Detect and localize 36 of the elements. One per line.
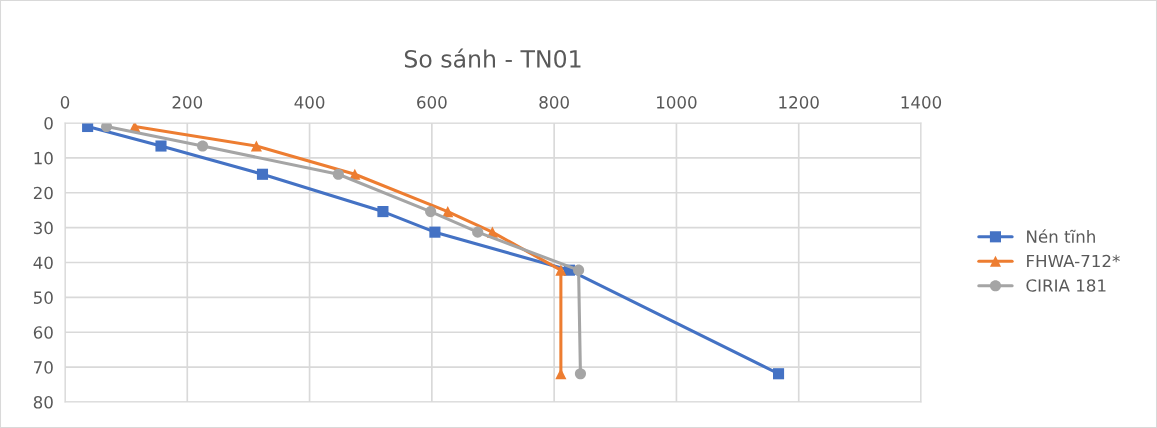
y-tick-label: 0 bbox=[44, 116, 53, 130]
y-tick-label: 40 bbox=[33, 256, 53, 270]
x-tick-label: 400 bbox=[294, 96, 325, 109]
point bbox=[425, 206, 437, 218]
point bbox=[101, 123, 113, 133]
x-tick-label: 1200 bbox=[779, 96, 819, 109]
point bbox=[573, 264, 585, 276]
x-tick-label: 600 bbox=[417, 96, 447, 109]
legend-label: CIRIA 181 bbox=[1026, 279, 1106, 292]
x-tick-label: 800 bbox=[539, 96, 569, 109]
point bbox=[574, 368, 586, 380]
point bbox=[332, 168, 344, 180]
point bbox=[442, 206, 454, 218]
y-tick-label: 10 bbox=[34, 151, 53, 165]
point bbox=[155, 140, 167, 152]
point bbox=[772, 368, 785, 380]
chart-title: So sánh - TN01 bbox=[404, 48, 581, 68]
x-tick-label: 1000 bbox=[657, 96, 697, 109]
y-tick-label: 30 bbox=[33, 221, 53, 235]
point bbox=[429, 226, 441, 238]
point bbox=[250, 140, 262, 152]
point bbox=[377, 206, 389, 218]
x-tick-label: 200 bbox=[172, 96, 203, 109]
y-tick-label: 60 bbox=[33, 326, 53, 339]
point bbox=[472, 226, 484, 238]
legend-label: FHWA-712* bbox=[1027, 254, 1120, 268]
y-tick-label: 50 bbox=[33, 291, 53, 304]
y-tick-label: 20 bbox=[33, 186, 53, 200]
point bbox=[197, 140, 209, 152]
point bbox=[256, 168, 269, 180]
x-tick-label: 0 bbox=[60, 96, 70, 109]
y-tick-label: 70 bbox=[34, 361, 53, 374]
point bbox=[555, 264, 567, 276]
y-tick-label: 80 bbox=[33, 395, 53, 409]
x-tick-label: 1400 bbox=[901, 96, 942, 109]
legend-label: Nén tĩnh bbox=[1027, 229, 1095, 243]
